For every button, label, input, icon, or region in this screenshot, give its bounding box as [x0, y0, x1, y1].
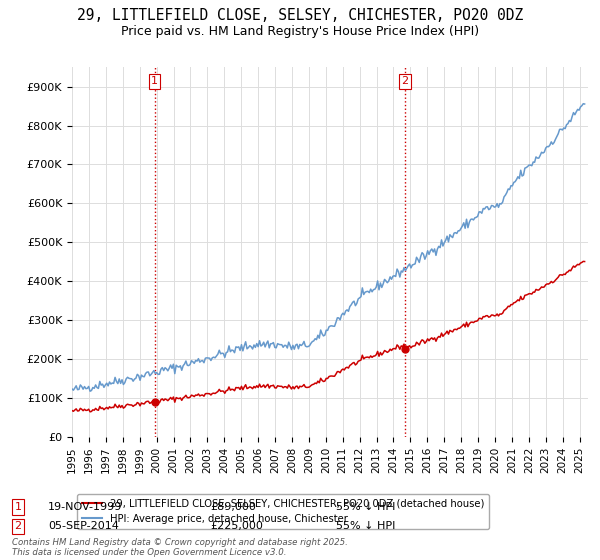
Text: 2: 2: [14, 521, 22, 531]
Text: 19-NOV-1999: 19-NOV-1999: [48, 502, 122, 512]
Text: 29, LITTLEFIELD CLOSE, SELSEY, CHICHESTER, PO20 0DZ: 29, LITTLEFIELD CLOSE, SELSEY, CHICHESTE…: [77, 8, 523, 24]
Text: 55% ↓ HPI: 55% ↓ HPI: [336, 502, 395, 512]
Text: Contains HM Land Registry data © Crown copyright and database right 2025.
This d: Contains HM Land Registry data © Crown c…: [12, 538, 348, 557]
Text: £225,000: £225,000: [210, 521, 263, 531]
Text: Price paid vs. HM Land Registry's House Price Index (HPI): Price paid vs. HM Land Registry's House …: [121, 25, 479, 38]
Text: 2: 2: [401, 77, 409, 86]
Text: £89,000: £89,000: [210, 502, 256, 512]
Text: 1: 1: [14, 502, 22, 512]
Text: 1: 1: [151, 77, 158, 86]
Text: 55% ↓ HPI: 55% ↓ HPI: [336, 521, 395, 531]
Legend: 29, LITTLEFIELD CLOSE, SELSEY, CHICHESTER, PO20 0DZ (detached house), HPI: Avera: 29, LITTLEFIELD CLOSE, SELSEY, CHICHESTE…: [77, 493, 490, 529]
Text: 05-SEP-2014: 05-SEP-2014: [48, 521, 119, 531]
